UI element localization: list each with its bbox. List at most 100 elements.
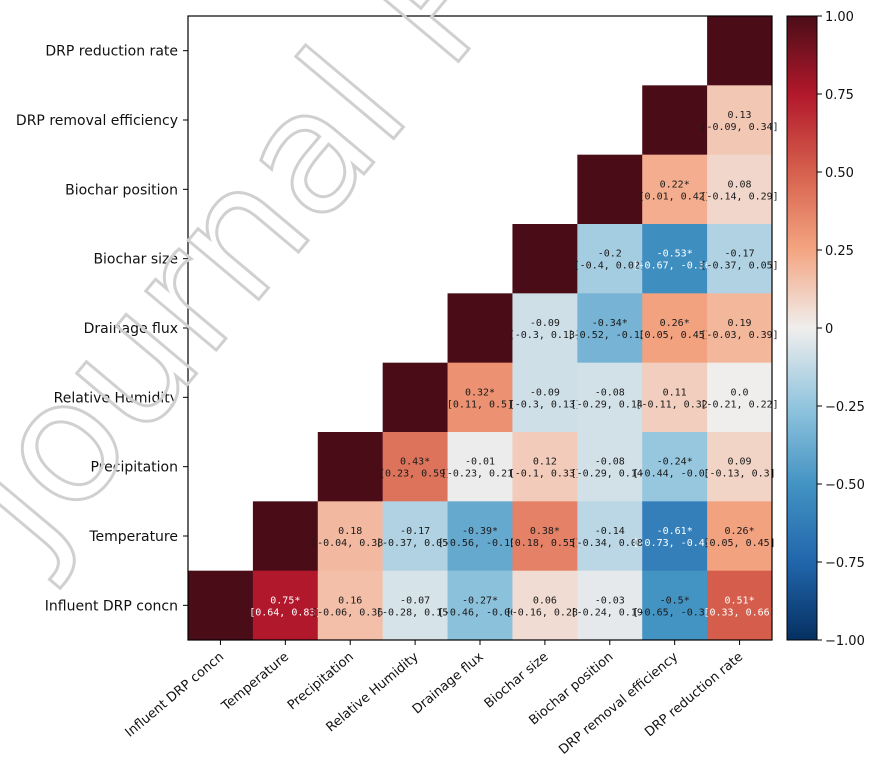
heatmap-cell [642,501,708,572]
y-tick-label: Biochar size [93,252,178,268]
cell-value-label: -0.61* [657,526,693,537]
colorbar-tick-label: −0.50 [825,478,865,493]
heatmap-cell [447,293,513,364]
heatmap-cell [577,293,643,364]
cell-ci-label: [-0.14, 0.29] [700,191,778,202]
heatmap-cell [317,432,384,502]
heatmap-cell [382,362,449,433]
heatmap-cell [642,154,708,225]
cell-value-label: 0.51* [725,595,755,606]
cell-ci-label: [0.05, 0.45] [703,538,775,549]
heatmap-cell [447,432,513,502]
cell-ci-label: [-0.28, 0.15] [376,607,454,618]
heatmap-cell [707,501,773,572]
cell-ci-label: [-0.65, -0.32] [633,607,717,618]
heatmap-cell [577,501,643,572]
cell-ci-label: [-0.56, -0.19] [438,538,522,549]
cell-ci-label: [-0.3, 0.13] [509,399,581,410]
heatmap-cell [512,570,578,641]
cell-ci-label: [-0.09, 0.34] [700,122,778,133]
cell-ci-label: [0.05, 0.45] [639,330,711,341]
heatmap-cell [252,570,319,641]
x-tick-label: Biochar size [482,650,552,712]
y-tick-label: Precipitation [90,460,178,476]
cell-ci-label: [0.33, 0.66] [703,607,775,618]
heatmap-cell [512,293,578,364]
heatmap-cell [512,224,578,294]
heatmap-cell [577,432,643,502]
cell-value-label: -0.08 [595,457,625,468]
cell-value-label: -0.01 [465,457,495,468]
heatmap-cell [447,570,513,641]
y-tick-label: DRP removal efficiency [16,113,178,129]
cell-ci-label: [-0.52, -0.13] [568,330,652,341]
cell-value-label: 0.06 [533,595,557,606]
heatmap-cell [447,501,513,572]
colorbar-tick-label: 0.75 [825,88,854,103]
heatmap-cell [642,224,708,294]
heatmap-cell [707,16,773,86]
colorbar-tick-label: 0.25 [825,244,854,259]
cell-value-label: 0.11 [663,387,687,398]
y-tick-label: Drainage flux [84,321,178,337]
heatmap-cell [512,432,578,502]
heatmap-cell [707,224,773,294]
cell-value-label: -0.53* [657,249,693,260]
heatmap-cell [642,85,708,156]
cell-value-label: -0.09 [530,387,560,398]
heatmap-cell [707,293,773,364]
cell-value-label: 0.16 [338,595,362,606]
colorbar-tick-label: 0 [825,322,833,337]
y-tick-label: Temperature [88,529,178,545]
cell-value-label: -0.27* [462,595,498,606]
cell-value-label: -0.24* [657,457,693,468]
colorbar-tick-label: −0.25 [825,400,865,415]
heatmap-cell [382,570,449,641]
heatmap-cell [382,432,449,502]
cell-ci-label: [-0.11, 0.32] [636,399,714,410]
cell-ci-label: [0.64, 0.83] [249,607,321,618]
x-tick-label: Temperature [218,650,291,715]
y-tick-label: Relative Humidity [54,390,178,406]
heatmap-cells: 0.13[-0.09, 0.34]0.22*[0.01, 0.42]0.08[-… [188,16,779,641]
cell-value-label: -0.39* [462,526,498,537]
heatmap-cell [512,501,578,572]
cell-value-label: 0.0 [731,387,749,398]
y-tick-label: Influent DRP concn [45,598,178,614]
cell-value-label: 0.12 [533,457,557,468]
cell-value-label: 0.38* [530,526,560,537]
y-axis-labels: DRP reduction rate DRP removal efficiency… [16,44,188,614]
cell-value-label: -0.14 [595,526,625,537]
heatmap-cell [707,362,773,433]
heatmap-cell [707,85,773,156]
cell-ci-label: [-0.46, -0.06] [438,607,522,618]
x-tick-label: DRP removal efficiency [556,649,681,757]
cell-ci-label: [-0.1, 0.33] [509,469,581,480]
cell-ci-label: [-0.44, -0.03] [633,469,717,480]
cell-ci-label: [-0.37, 0.05] [700,261,778,272]
cell-ci-label: [0.23, 0.59] [379,469,451,480]
cell-ci-label: [-0.13, 0.3] [703,469,775,480]
cell-value-label: -0.2 [598,249,622,260]
cell-value-label: -0.03 [595,595,625,606]
heatmap-cell [577,224,643,294]
heatmap-cell [317,570,384,641]
cell-value-label: -0.34* [592,318,628,329]
heatmap-cell [447,362,513,433]
heatmap-cell [577,362,643,433]
heatmap-cell [188,570,254,641]
y-tick-label: DRP reduction rate [45,44,178,60]
heatmap-cell [577,570,643,641]
colorbar-tick-label: 0.50 [825,166,854,181]
cell-ci-label: [-0.24, 0.19] [571,607,649,618]
colorbar: 1.00 0.75 0.50 0.25 0 −0.25 −0.50 −0.75 −1.00 [786,10,865,649]
heatmap-cell [577,154,643,225]
cell-ci-label: [-0.34, 0.08] [571,538,649,549]
cell-ci-label: [0.11, 0.5] [447,399,513,410]
cell-ci-label: [-0.4, 0.02] [574,261,646,272]
cell-value-label: 0.26* [660,318,690,329]
heatmap-cell [707,432,773,502]
heatmap-cell [252,501,319,572]
heatmap-cell [642,432,708,502]
